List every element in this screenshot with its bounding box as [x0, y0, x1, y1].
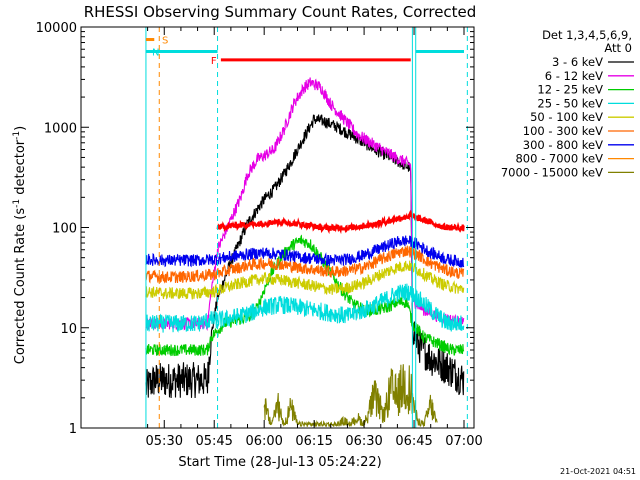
- series-7000-15000-kev: [263, 364, 438, 428]
- series-line: [145, 283, 465, 333]
- plot-frame: [80, 26, 475, 429]
- x-tick-label: 06:00: [245, 434, 282, 449]
- legend-label: 3 - 6 keV: [552, 55, 603, 69]
- x-tick-label: 06:15: [295, 434, 332, 449]
- series-line: [216, 209, 465, 235]
- x-tick-label: 05:30: [146, 434, 183, 449]
- chart-title: RHESSI Observing Summary Count Rates, Co…: [84, 3, 477, 21]
- series-25-50-kev: [145, 283, 465, 333]
- legend-header-detectors: Det 1,3,4,5,6,9,: [542, 28, 632, 42]
- x-axis-label: Start Time (28-Jul-13 05:24:22): [178, 455, 381, 470]
- legend-label: 50 - 100 keV: [530, 110, 603, 124]
- legend-label: 100 - 300 keV: [523, 124, 603, 138]
- series-100-300-kev: [145, 245, 465, 284]
- y-tick-label: 10: [60, 322, 77, 337]
- legend-label: 6 - 12 keV: [545, 69, 603, 83]
- plot-series: [145, 77, 465, 428]
- series-50-100-kev: [145, 260, 465, 300]
- x-tick-label: 06:45: [395, 434, 432, 449]
- x-tick-label: 06:30: [345, 434, 382, 449]
- series-line: [145, 235, 465, 268]
- y-tick-label: 1: [69, 422, 77, 437]
- state-bar-label: F: [211, 56, 217, 67]
- legend-label: 800 - 7000 keV: [515, 152, 603, 166]
- legend-label: 25 - 50 keV: [537, 96, 603, 110]
- series-12-25-kev: [145, 234, 465, 357]
- y-tick-label: 1000: [44, 121, 77, 136]
- y-tick-label: 10000: [36, 21, 77, 36]
- series-line: [145, 234, 465, 357]
- legend-label: 300 - 800 keV: [523, 138, 603, 152]
- x-tick-label: 07:00: [445, 434, 482, 449]
- series-line: [145, 260, 465, 300]
- series-line: [145, 245, 465, 284]
- state-bars: SN F: [145, 27, 468, 428]
- series-300-800-kev: [145, 235, 465, 268]
- legend-label: 7000 - 15000 keV: [501, 165, 603, 179]
- series-line: [263, 364, 438, 428]
- series-attenuator: [216, 209, 465, 235]
- y-axis-label: Corrected Count Rate (s-1 detector-1): [12, 126, 28, 364]
- axes: 1 10 100 1000 10000 05:30 05:45 06:00 06:15 06:30…: [36, 21, 483, 449]
- state-bar-label: S: [162, 36, 168, 47]
- legend-label: 12 - 25 keV: [537, 83, 603, 97]
- legend-header-attenuator: Att 0: [604, 41, 632, 55]
- y-tick-label: 100: [52, 222, 77, 237]
- footer-timestamp: 21-Oct-2021 04:51: [560, 467, 636, 476]
- x-tick-label: 05:45: [195, 434, 232, 449]
- state-bar-label: N: [152, 47, 159, 58]
